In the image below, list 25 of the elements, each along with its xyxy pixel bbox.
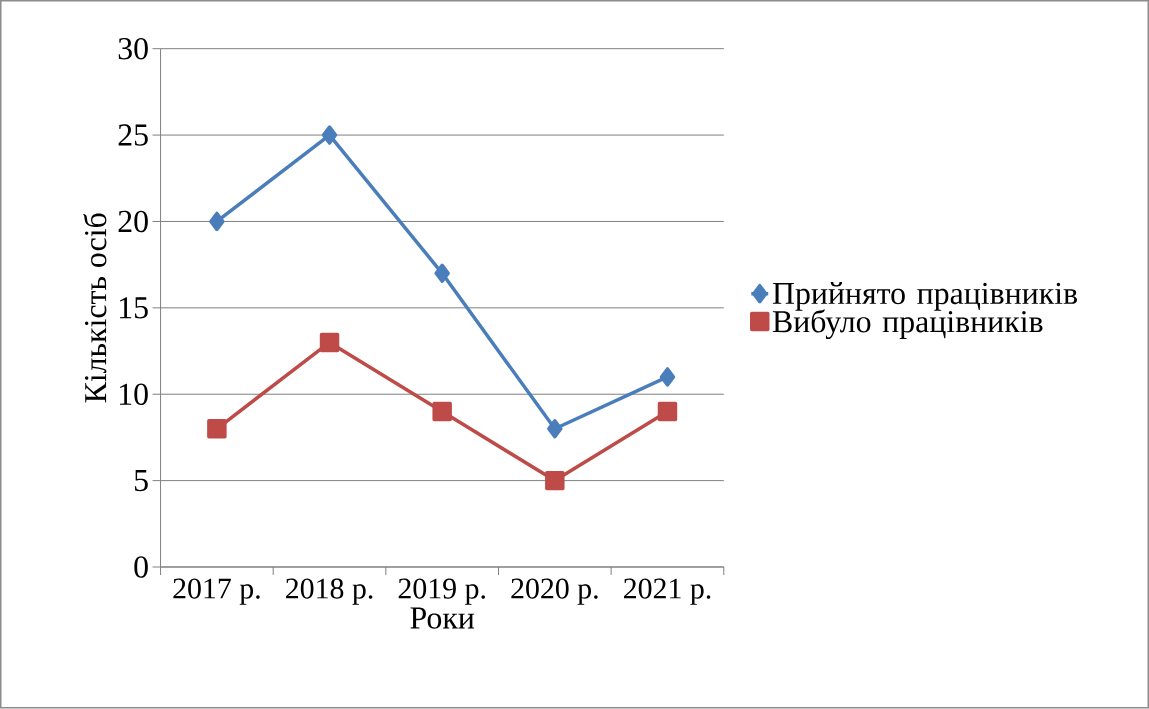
x-tick-label: 2018 р. xyxy=(286,578,373,605)
y-tick-label: 10 xyxy=(120,383,148,406)
point xyxy=(207,419,227,439)
legend-label: Прийнято працівників xyxy=(772,282,1077,311)
point xyxy=(545,471,565,491)
point xyxy=(319,332,340,353)
point xyxy=(432,401,452,422)
y-tick-label: 30 xyxy=(118,38,148,60)
point xyxy=(657,401,678,422)
point xyxy=(547,419,563,439)
point xyxy=(321,125,338,146)
x-axis-title: Роки xyxy=(410,607,475,629)
x-tick-label: 2020 р. xyxy=(511,578,598,605)
y-tick-label: 15 xyxy=(120,297,148,319)
point xyxy=(434,263,450,284)
point xyxy=(659,367,676,387)
y-tick-label: 5 xyxy=(134,470,148,492)
point xyxy=(209,211,225,232)
y-tick-label: 25 xyxy=(118,124,148,146)
y-axis-title: Кількість осіб xyxy=(83,213,107,403)
y-tick-label: 20 xyxy=(118,210,148,233)
y-tick-label: 0 xyxy=(134,556,148,578)
x-tick-label: 2017 р. xyxy=(173,578,260,605)
x-tick-label: 2019 р. xyxy=(398,578,485,605)
x-tick-label: 2021 р. xyxy=(624,578,711,605)
